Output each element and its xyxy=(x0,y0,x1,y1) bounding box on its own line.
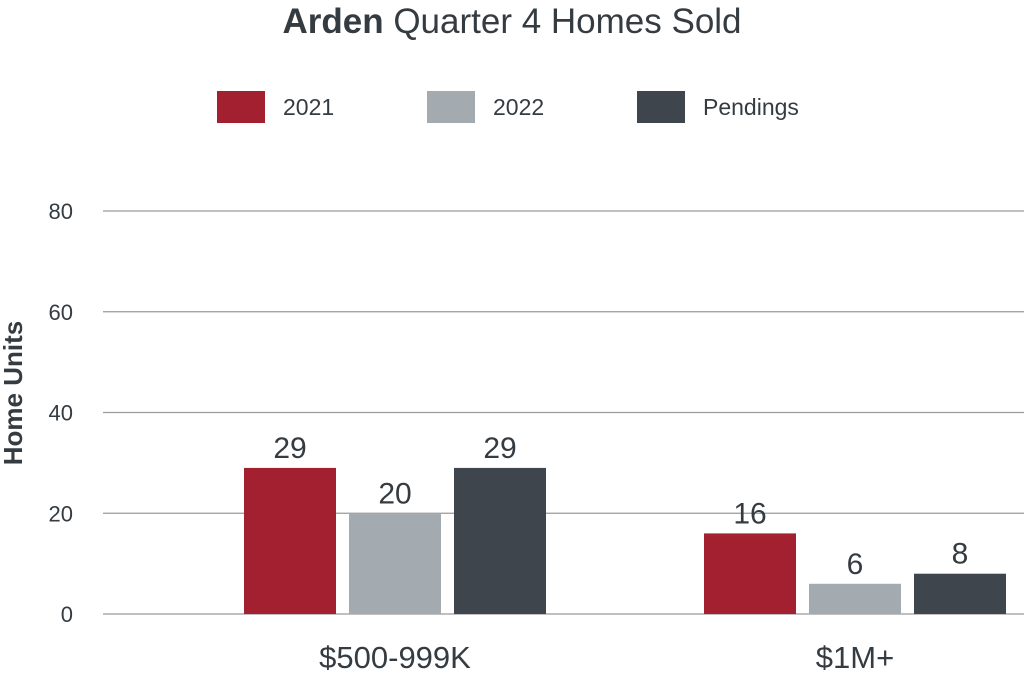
chart-title-bold: Arden xyxy=(282,2,384,41)
bar xyxy=(349,513,441,614)
chart-title-rest: Quarter 4 Homes Sold xyxy=(383,2,742,41)
x-category-label: $500-999K xyxy=(319,640,471,675)
x-category-label: $1M+ xyxy=(816,640,894,675)
legend-label-pendings: Pendings xyxy=(703,93,799,120)
legend-label-2021: 2021 xyxy=(283,93,335,120)
chart-title: Arden Quarter 4 Homes Sold xyxy=(0,0,1024,44)
chart-legend: 2021 2022 Pendings xyxy=(0,90,1024,124)
bar-data-label: 29 xyxy=(273,432,306,465)
bar-data-label: 16 xyxy=(733,497,766,530)
legend-item-2021: 2021 xyxy=(217,90,334,124)
bar-data-label: 8 xyxy=(952,538,969,571)
y-tick-label: 40 xyxy=(49,401,73,426)
bar xyxy=(244,467,336,614)
legend-swatch-2021 xyxy=(217,91,265,123)
bar-data-label: 29 xyxy=(483,432,516,465)
y-tick-label: 60 xyxy=(49,300,73,325)
bar xyxy=(809,583,901,614)
bar xyxy=(704,533,796,614)
legend-item-2022: 2022 xyxy=(427,90,544,124)
y-tick-label: 20 xyxy=(49,501,73,526)
legend-swatch-2022 xyxy=(427,91,475,123)
bar-data-label: 20 xyxy=(378,477,411,510)
y-tick-label: 80 xyxy=(49,199,73,224)
bar xyxy=(454,467,546,614)
legend-item-pendings: Pendings xyxy=(637,90,799,124)
y-axis-label: Home Units xyxy=(0,321,28,465)
bar xyxy=(914,573,1006,614)
legend-label-2022: 2022 xyxy=(493,93,545,120)
bar-data-label: 6 xyxy=(847,548,864,581)
legend-swatch-pendings xyxy=(637,91,685,123)
y-tick-label: 0 xyxy=(61,602,73,627)
